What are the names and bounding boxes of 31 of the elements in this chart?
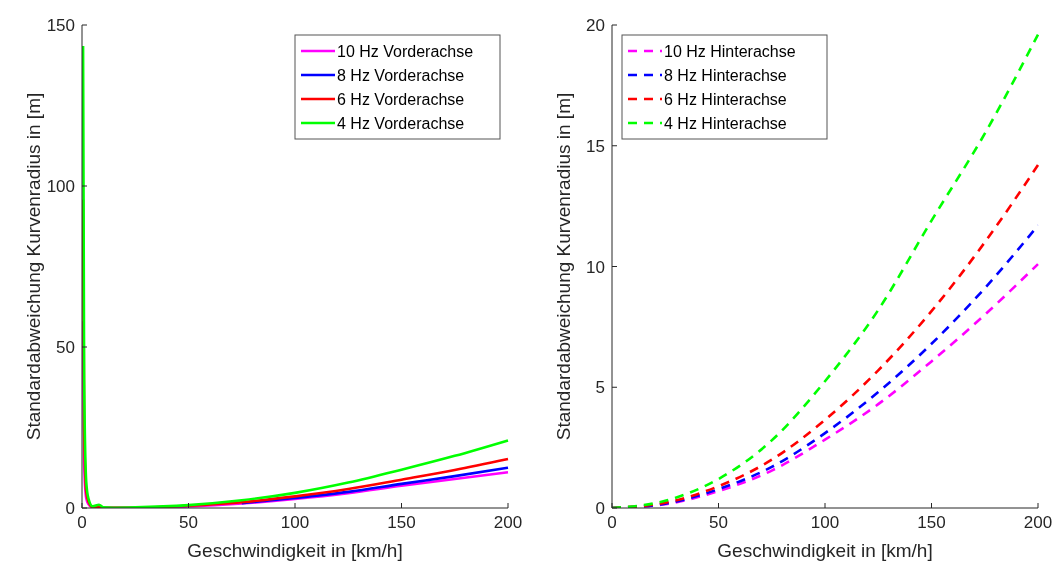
y-tick-label: 0 [595, 499, 605, 518]
legend-label: 10 Hz Hinterachse [664, 43, 796, 60]
legend-label: 6 Hz Hinterachse [664, 91, 787, 108]
x-tick-label: 0 [77, 513, 87, 532]
x-tick-label: 100 [280, 513, 310, 532]
y-axis-title: Standardabweichung Kurvenradius in [m] [23, 92, 44, 441]
x-tick-label: 50 [709, 513, 728, 532]
legend-label: 4 Hz Vorderachse [337, 115, 465, 132]
y-tick-label: 5 [595, 378, 605, 398]
x-axis-title: Geschwindigkeit in [km/h] [717, 540, 933, 561]
x-tick-label: 100 [810, 513, 840, 532]
x-tick-label: 50 [179, 513, 198, 532]
y-tick-label: 100 [46, 177, 75, 196]
y-tick-label: 150 [46, 16, 75, 35]
y-tick-label: 50 [56, 338, 75, 357]
y-axis-title: Standardabweichung Kurvenradius in [m] [553, 92, 574, 441]
legend-label: 8 Hz Hinterachse [664, 67, 787, 84]
x-axis-title: Geschwindigkeit in [km/h] [187, 540, 403, 561]
x-tick-label: 150 [387, 513, 416, 532]
y-tick-label: 20 [586, 16, 605, 35]
x-tick-label: 200 [1023, 513, 1053, 532]
legend-label: 10 Hz Vorderachse [337, 43, 474, 60]
y-tick-label: 10 [586, 257, 605, 277]
x-tick-label: 0 [607, 513, 617, 532]
x-tick-label: 150 [917, 513, 946, 532]
y-tick-label: 15 [586, 136, 605, 156]
legend-label: 8 Hz Vorderachse [337, 67, 465, 84]
legend-label: 6 Hz Vorderachse [337, 91, 465, 108]
x-tick-label: 200 [493, 513, 523, 532]
legend-label: 4 Hz Hinterachse [664, 115, 787, 132]
y-tick-label: 0 [65, 499, 75, 518]
